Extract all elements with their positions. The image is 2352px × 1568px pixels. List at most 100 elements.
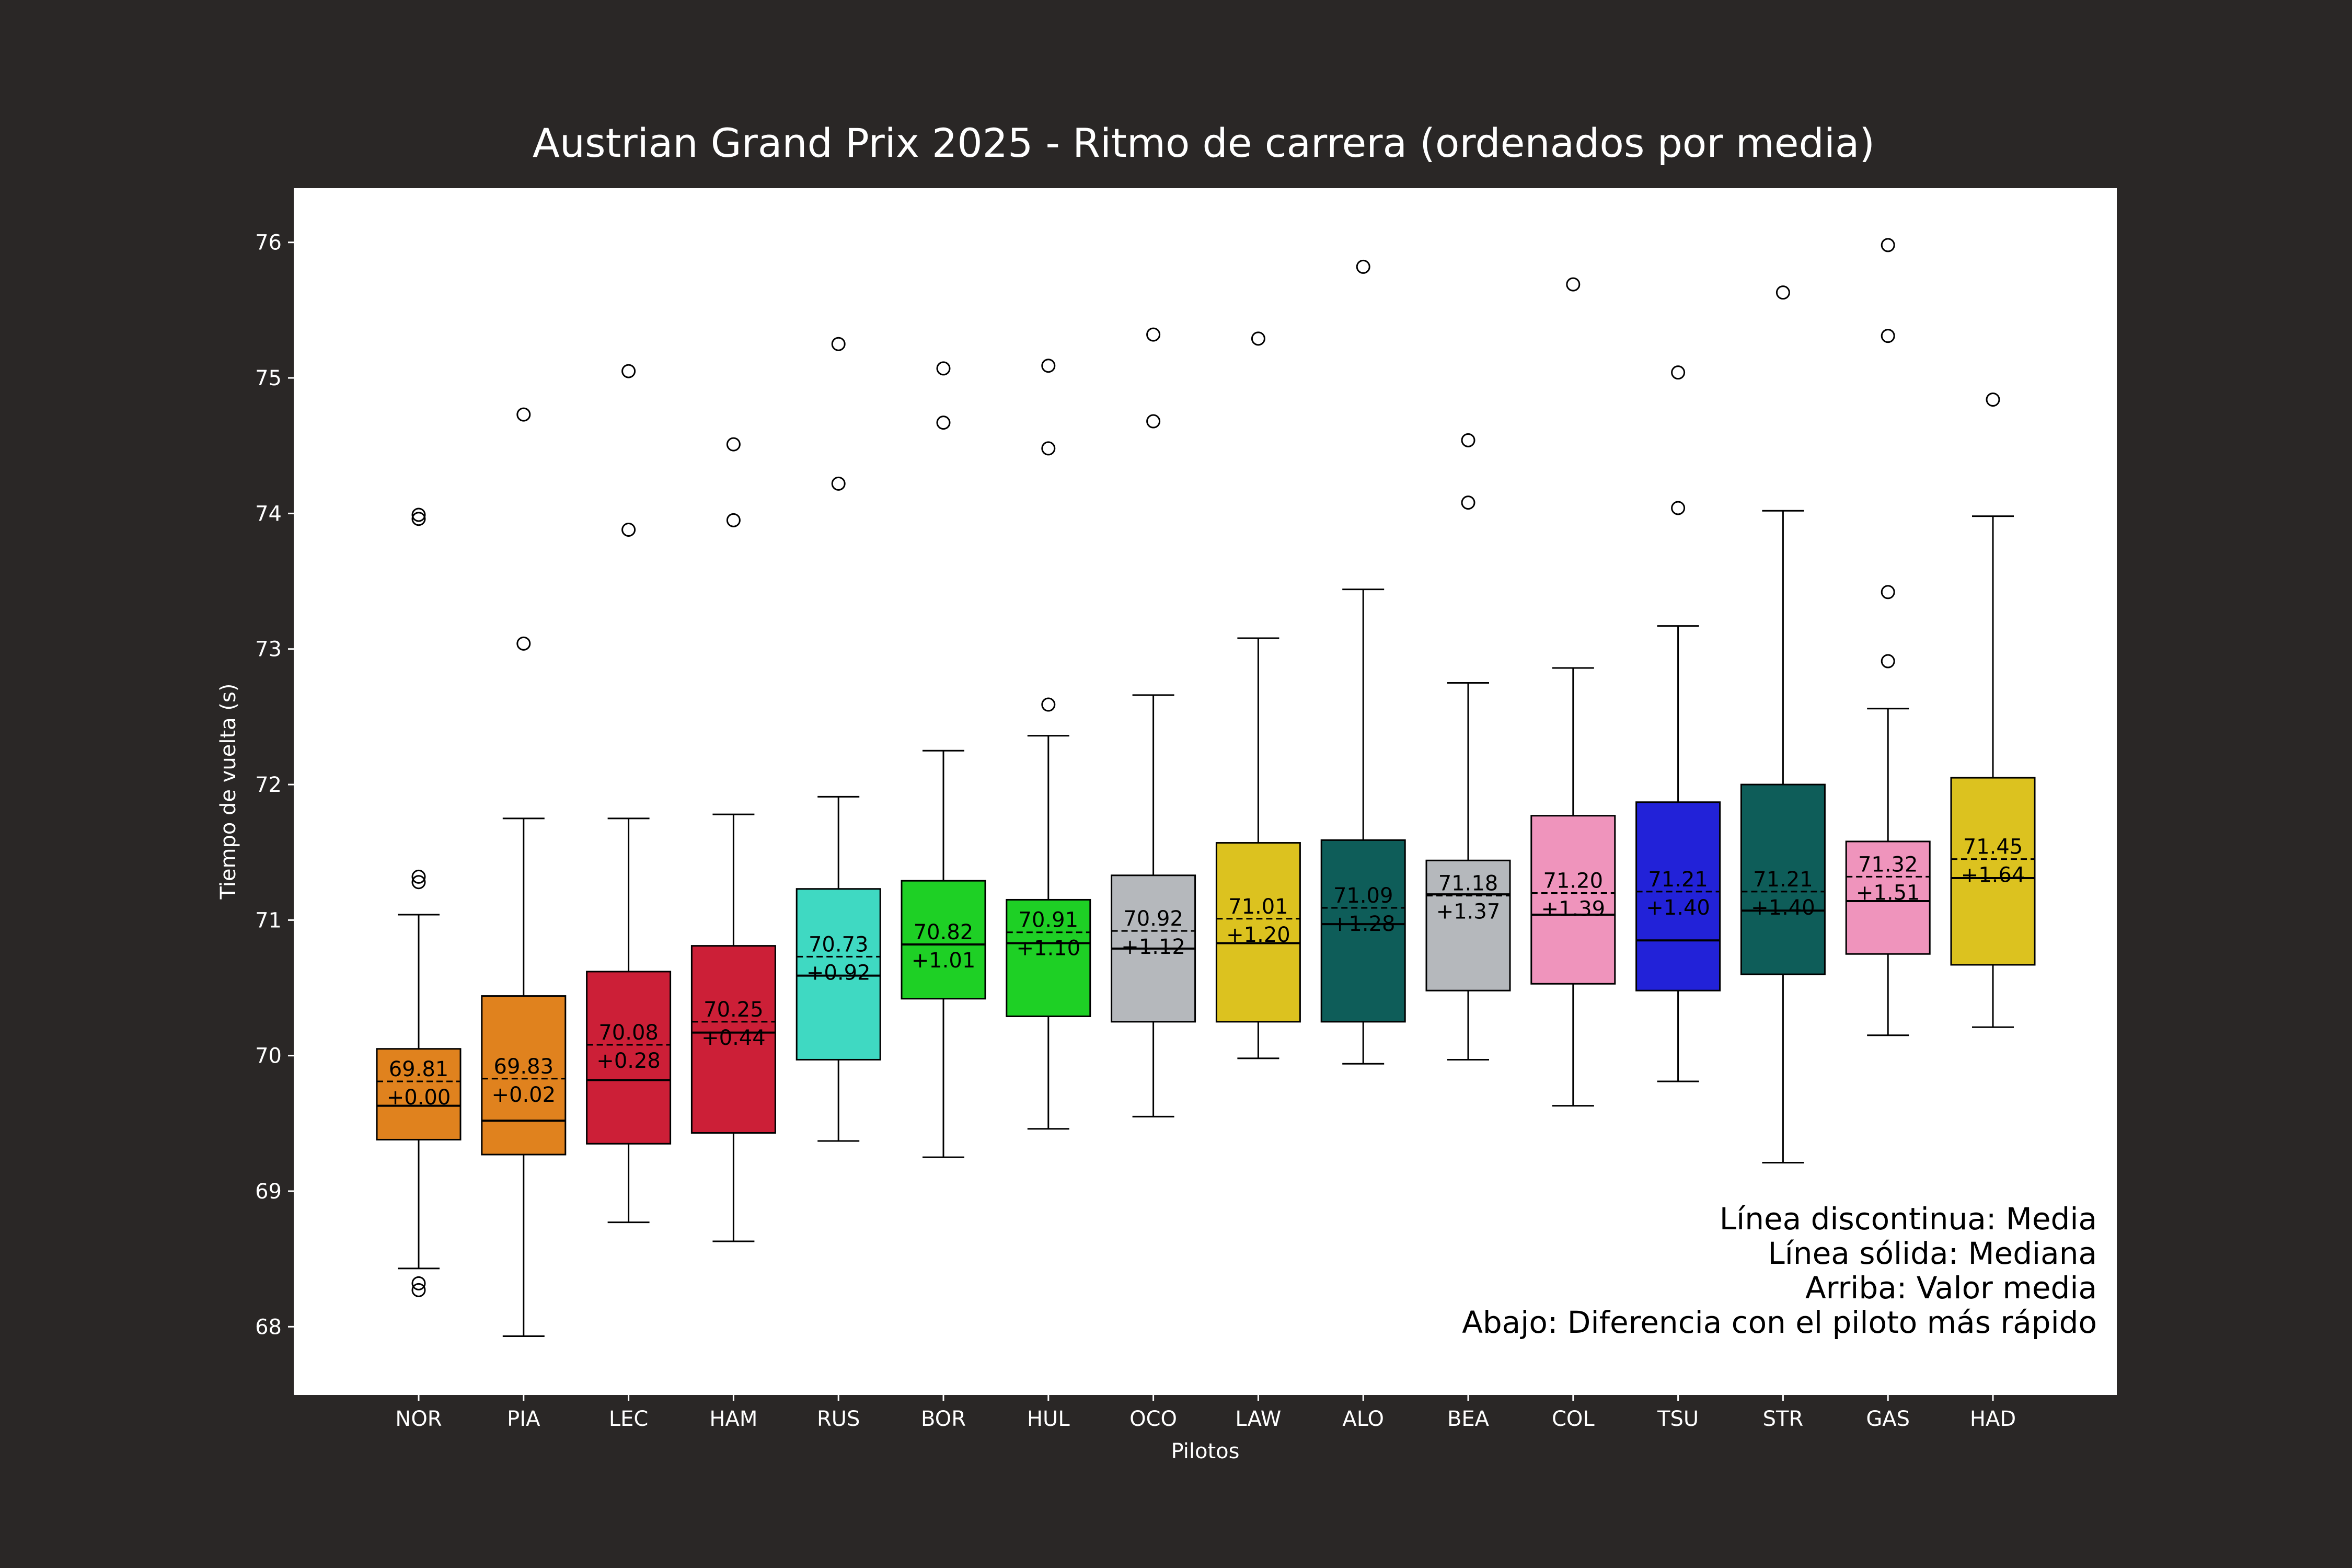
mean-value-label: 70.25 [704,998,764,1022]
outlier-point [726,513,741,527]
box-rus: 70.73 +0.92 [795,337,881,1142]
legend-note-mean-value: Arriba: Valor media [1805,1270,2097,1306]
delta-value-label: +0.92 [806,961,871,985]
outlier-point [1461,495,1475,510]
box-iqr [901,880,986,1000]
x-tick-label: BOR [921,1407,966,1431]
box-iqr [1530,815,1616,985]
mean-value-label: 70.73 [809,932,869,956]
outlier-point [1881,329,1895,343]
mean-value-label: 70.82 [914,920,974,944]
box-nor: 69.81 +0.00 [376,508,462,1297]
box-iqr [1425,859,1511,991]
legend-note-delta-value: Abajo: Diferencia con el piloto más rápi… [1462,1305,2097,1340]
box-hul: 70.91 +1.10 [1006,359,1091,1130]
outlier-point [411,1283,426,1297]
delta-value-label: +1.10 [1017,937,1081,961]
box-law: 71.01 +1.20 [1215,331,1301,1059]
outlier-point [1146,414,1161,429]
y-tick-label: 68 [255,1315,282,1339]
box-str: 71.21 +1.40 [1740,285,1826,1164]
box-iqr [481,995,567,1156]
x-axis-label: Pilotos [1171,1439,1240,1463]
box-lec: 70.08 +0.28 [586,364,672,1224]
delta-value-label: +1.51 [1856,881,1920,905]
y-tick-label: 76 [255,231,282,255]
outlier-point [831,337,846,351]
x-tick-label: HAM [709,1407,757,1431]
outlier-point [621,364,636,378]
box-alo: 71.09 +1.28 [1320,259,1406,1065]
delta-value-label: +0.28 [596,1049,661,1073]
mean-value-label: 71.09 [1333,884,1393,908]
outlier-point [516,407,531,422]
outlier-point [1566,277,1581,292]
x-tick-label: BEA [1447,1407,1490,1431]
chart-title: Austrian Grand Prix 2025 - Ritmo de carr… [533,120,1875,166]
outlier-point [1671,501,1686,515]
delta-value-label: +0.00 [387,1086,451,1110]
x-tick-label: STR [1763,1407,1804,1431]
mean-value-label: 71.21 [1648,868,1708,892]
outlier-point [1251,331,1265,346]
outlier-point [1356,259,1370,274]
x-tick-label: LEC [609,1407,649,1431]
box-iqr [1845,840,1931,955]
outlier-point [1461,433,1475,447]
box-col: 71.20 +1.39 [1530,277,1616,1107]
box-ham: 70.25 +0.44 [690,437,776,1242]
delta-value-label: +1.40 [1751,896,1815,920]
box-iqr [1320,839,1406,1023]
delta-value-label: +1.01 [912,949,976,973]
mean-value-label: 69.83 [494,1055,554,1079]
mean-value-label: 71.18 [1438,872,1498,896]
legend-notes: Línea discontinua: Media Línea sólida: M… [1462,1201,2097,1340]
x-tick-label: PIA [507,1407,540,1431]
outlier-point [411,875,426,890]
box-iqr [690,945,776,1134]
legend-note-median-line: Línea sólida: Mediana [1768,1236,2097,1271]
y-tick-label: 70 [255,1044,282,1068]
y-tick-label: 71 [255,908,282,932]
delta-value-label: +1.12 [1121,935,1185,959]
delta-value-label: +1.37 [1436,900,1501,924]
delta-value-label: +1.40 [1646,896,1710,920]
x-tick-label: HUL [1027,1407,1070,1431]
outlier-point [516,636,531,651]
delta-value-label: +0.02 [492,1083,556,1107]
x-tick-label: OCO [1129,1407,1177,1431]
x-tick-label: RUS [817,1407,860,1431]
legend-note-mean-line: Línea discontinua: Media [1720,1201,2097,1237]
outlier-point [1671,365,1686,380]
box-iqr [1740,783,1826,975]
x-axis: NOR PIA LEC HAM RUS BOR HUL OCO LAW ALO BEA COL TSU S… [294,1394,2117,1431]
y-tick-label: 73 [255,638,282,662]
outlier-point [936,416,951,430]
mean-value-label: 69.81 [389,1057,449,1081]
y-tick-label: 69 [255,1180,282,1204]
mean-value-label: 71.21 [1753,868,1813,892]
delta-value-label: +1.64 [1961,863,2025,887]
outlier-point [936,361,951,376]
box-tsu: 71.21 +1.40 [1635,365,1721,1082]
x-tick-label: NOR [395,1407,442,1431]
y-axis: 68 69 70 71 72 73 74 75 76 [255,188,295,1394]
box-bor: 70.82 +1.01 [901,361,986,1158]
outlier-point [1881,238,1895,252]
outlier-point [1986,393,2000,407]
y-axis-label: Tiempo de vuelta (s) [216,684,240,900]
delta-value-label: +1.28 [1331,912,1396,936]
outlier-point [1881,654,1895,668]
box-iqr [1635,801,1721,991]
y-tick-label: 75 [255,366,282,390]
box-iqr [1006,898,1091,1017]
mean-value-label: 71.45 [1963,835,2023,859]
outlier-point [411,1276,426,1290]
outlier-point [621,523,636,537]
box-iqr [1215,842,1301,1023]
box-bea: 71.18 +1.37 [1425,433,1511,1060]
outlier-point [411,508,426,522]
box-oco: 70.92 +1.12 [1111,327,1196,1117]
outlier-point [411,869,426,884]
